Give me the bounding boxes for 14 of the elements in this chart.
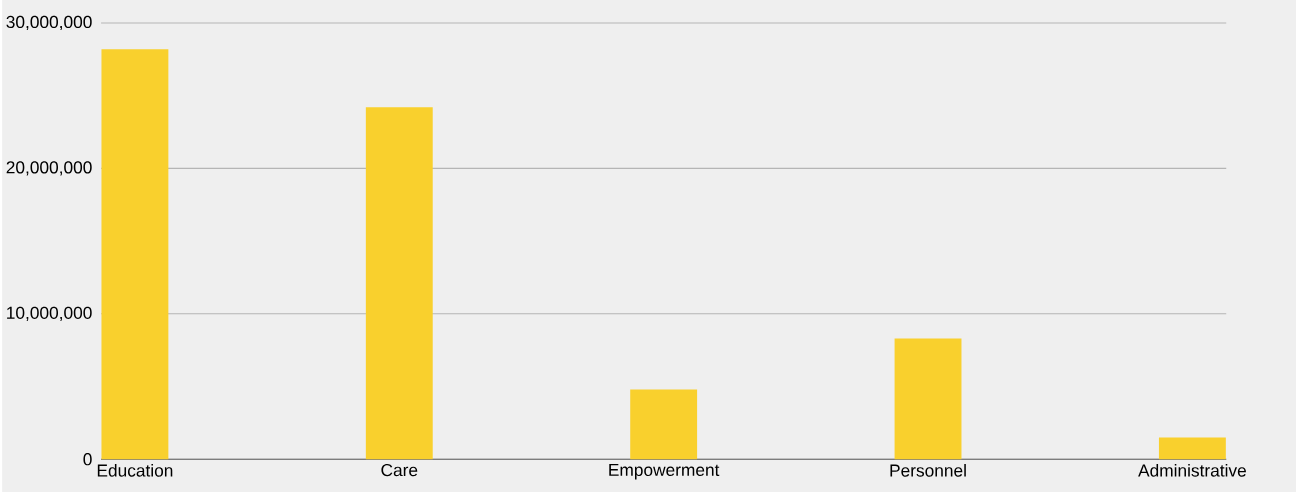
- x-tick-label: Personnel: [890, 463, 966, 477]
- bar: [630, 389, 698, 460]
- y-tick-label: 0: [83, 453, 92, 466]
- y-tick-label: 20,000,000: [6, 161, 92, 176]
- bar: [101, 49, 169, 460]
- y-tick-label: 10,000,000: [7, 306, 92, 321]
- x-tick-label: Care: [381, 463, 418, 477]
- x-tick-label: Education: [97, 463, 173, 477]
- y-tick-label: 30,000,000: [6, 15, 92, 31]
- x-tick-label: Administrative: [1138, 463, 1246, 477]
- x-tick-label: Empowerment: [609, 463, 720, 480]
- bar: [365, 107, 433, 460]
- bar: [894, 338, 962, 460]
- bar: [1158, 437, 1226, 460]
